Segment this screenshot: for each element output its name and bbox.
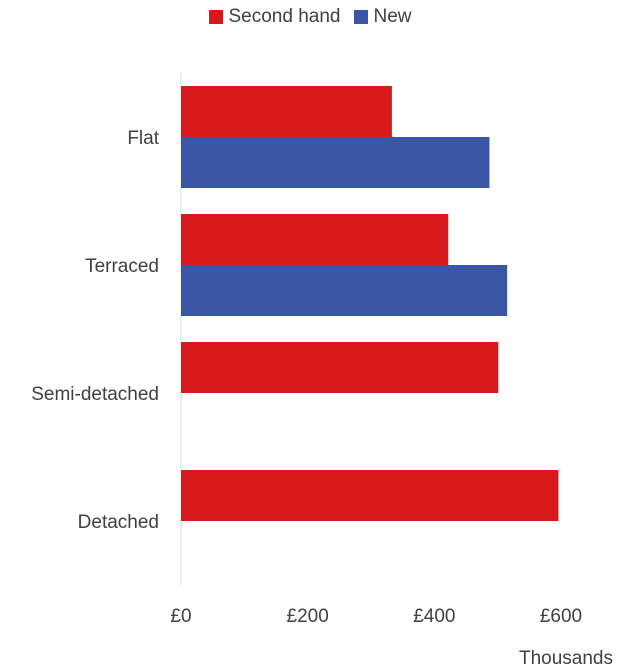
- x-axis-title: Thousands: [519, 648, 613, 669]
- x-tick-label: £400: [413, 606, 455, 627]
- bar-second-hand: [181, 214, 449, 265]
- legend-swatch-second-hand: [209, 10, 224, 24]
- category-label: Flat: [127, 128, 159, 149]
- bar-new: [181, 137, 490, 188]
- legend-item-second-hand: Second hand: [209, 6, 340, 28]
- bar-second-hand: [181, 470, 559, 521]
- x-tick-label: £0: [170, 606, 191, 627]
- category-label: Semi-detached: [31, 384, 159, 405]
- legend: Second hand New: [0, 6, 621, 28]
- legend-label-second-hand: Second hand: [228, 6, 341, 27]
- category-label: Terraced: [85, 256, 159, 277]
- legend-item-new: New: [354, 6, 412, 28]
- x-tick-label: £600: [540, 606, 582, 627]
- bar-second-hand: [181, 86, 392, 137]
- category-label: Detached: [78, 512, 159, 533]
- bar-new: [181, 265, 508, 316]
- legend-label-new: New: [373, 6, 412, 27]
- bar-second-hand: [181, 342, 499, 393]
- x-tick-label: £200: [287, 606, 329, 627]
- legend-swatch-new: [354, 10, 369, 24]
